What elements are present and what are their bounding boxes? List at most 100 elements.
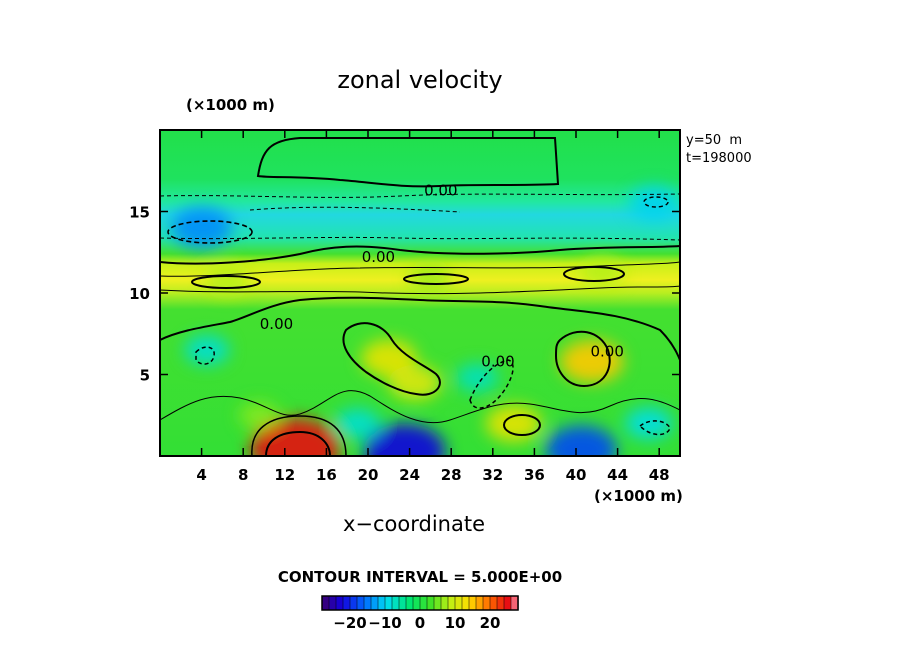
colorbar-cell	[447, 595, 456, 611]
colorbar-cell	[461, 595, 470, 611]
contour-pos-bottom-left-outer	[251, 415, 347, 456]
colorbar-cell	[349, 595, 358, 611]
x-tick-label: 16	[316, 466, 337, 484]
x-tick-label: 44	[607, 466, 628, 484]
contour-neg-left	[167, 220, 253, 244]
contour-pos-mid	[403, 273, 469, 285]
contour-zero-upper	[256, 137, 560, 188]
contour-label-1: 0.00	[362, 248, 395, 266]
contour-interval-text: CONTOUR INTERVAL = 5.000E+00	[278, 568, 562, 586]
annotation-y: y=50 m	[686, 133, 742, 148]
colorbar-tick-label: −20	[333, 614, 366, 632]
contour-label-0: 0.00	[424, 181, 457, 199]
colorbar-tick-label: 0	[415, 614, 425, 632]
feature-15	[335, 408, 381, 439]
feature-0	[250, 417, 341, 456]
y-axis: 5 10 15	[129, 204, 680, 385]
contour-label-4: 0.00	[590, 343, 623, 361]
contour-pos-centre	[342, 322, 441, 396]
x-tick-label: 32	[482, 466, 503, 484]
feature-5	[388, 364, 442, 401]
feature-9	[205, 264, 251, 295]
x-tick-label: 8	[238, 466, 248, 484]
feature-11	[409, 264, 452, 293]
contour-neg-right-lower	[638, 420, 671, 436]
contour-lines	[160, 137, 680, 456]
contour-label-3: 0.00	[481, 352, 514, 370]
contour-zero-middle	[160, 245, 680, 265]
x-tick-label: 4	[196, 466, 206, 484]
colorbar-cell	[440, 595, 449, 611]
contour-neg-lower-left	[195, 346, 215, 365]
colorbar-cell	[489, 595, 498, 611]
feature-13	[455, 363, 499, 392]
feature-6	[485, 404, 542, 442]
colorbar-cell	[405, 595, 414, 611]
contour-thin-1	[160, 261, 680, 277]
colorbar-cell	[377, 595, 386, 611]
colorbar-frame	[321, 595, 519, 611]
colorbar-cell	[433, 595, 442, 611]
contour-zero-lower	[160, 296, 680, 361]
contour-wavy-low	[160, 390, 680, 424]
y-tick-label: 10	[129, 285, 150, 303]
feature-8	[628, 186, 680, 221]
annotation-t: t=198000	[686, 151, 752, 166]
x-tick-label: 40	[566, 466, 587, 484]
background-field	[160, 130, 680, 456]
contour-neg-mid	[469, 359, 514, 409]
colorbar-cell	[412, 595, 421, 611]
colorbar-cell	[419, 595, 428, 611]
contour-pos-bottom-left	[265, 430, 331, 456]
contour-dashed-1	[160, 193, 680, 198]
colorbar-cell	[328, 595, 337, 611]
feature-2	[545, 425, 617, 456]
contour-dashed-2	[160, 236, 680, 241]
x-tick-label: 28	[441, 466, 462, 484]
colorbar-cell	[370, 595, 379, 611]
x-tick-label: 48	[649, 466, 670, 484]
colorbar-cell	[482, 595, 491, 611]
colorbar-cell	[342, 595, 351, 611]
plot-area: 0.00 0.00 0.00 0.00 0.00	[160, 130, 680, 456]
colorbar-cell	[496, 595, 505, 611]
contour-dashed-3	[249, 206, 461, 213]
contour-neg-right	[643, 196, 669, 208]
feature-14	[624, 407, 673, 440]
feature-16	[238, 401, 279, 429]
colorbar-tick-label: −10	[368, 614, 401, 632]
x-axis: 4 8 12 16 20 24 28 32 36 40 44 48	[196, 130, 670, 484]
colorbar-cell	[475, 595, 484, 611]
colorbar-cell	[398, 595, 407, 611]
colorbar-tick-label: 20	[480, 614, 501, 632]
colorbar-cell	[384, 595, 393, 611]
contour-thin-2	[160, 285, 680, 295]
contour-pos-right-blob	[554, 330, 611, 388]
colorbar-cell	[321, 595, 330, 611]
y-tick-label: 15	[129, 204, 150, 222]
colorbar-cell	[503, 595, 512, 611]
contour-label-2: 0.00	[260, 315, 293, 333]
feature-10	[579, 256, 625, 287]
colorbar	[321, 595, 519, 611]
colorbar-cell	[335, 595, 344, 611]
colorbar-cell	[363, 595, 372, 611]
contour-pos-left	[191, 275, 261, 289]
x-tick-label: 12	[274, 466, 295, 484]
colorbar-tick-label: 10	[445, 614, 466, 632]
x-tick-label: 24	[399, 466, 420, 484]
x-tick-label: 20	[358, 466, 379, 484]
colorbar-cell	[468, 595, 477, 611]
contour-pos-right	[563, 266, 625, 282]
chart-title: zonal velocity	[337, 66, 502, 94]
y-tick-label: 5	[140, 367, 150, 385]
x-tick-label: 36	[524, 466, 545, 484]
colorbar-cell	[391, 595, 400, 611]
colorbar-cell	[426, 595, 435, 611]
y-unit-label: (×1000 m)	[186, 96, 275, 114]
colorbar-cell	[454, 595, 463, 611]
feature-7	[171, 207, 233, 249]
colorbar-cell	[356, 595, 365, 611]
contour-pos-lower	[503, 414, 541, 436]
